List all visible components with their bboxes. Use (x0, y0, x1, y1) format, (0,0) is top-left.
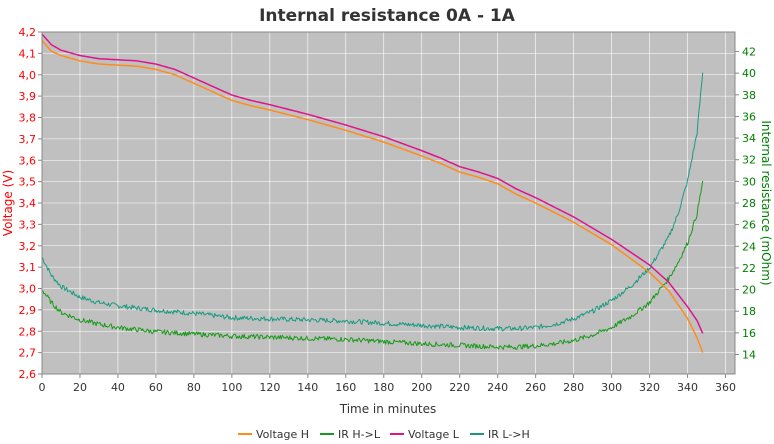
chart-title: Internal resistance 0A - 1A (259, 6, 516, 26)
right-y-tick-label: 16 (742, 327, 756, 340)
right-y-tick-label: 18 (742, 305, 756, 318)
left-y-tick-label: 4,0 (19, 69, 37, 82)
series-line-voltage-h (41, 40, 704, 353)
series-layer (41, 33, 704, 353)
x-axis: 0 20 40 60 80 100 120 140 160 180 200 220 240 260 280 3… (39, 374, 736, 394)
x-tick-label: 40 (111, 381, 125, 394)
legend-entry-voltage-h: Voltage H (256, 428, 309, 441)
left-y-tick-label: 4,2 (19, 26, 37, 39)
left-y-tick-label: 3,7 (19, 133, 37, 146)
left-y-tick-label: 3,9 (19, 90, 37, 103)
legend-entry-ir-h-l: IR H->L (338, 428, 381, 441)
right-y-tick-label: 36 (742, 110, 756, 123)
x-tick-label: 220 (449, 381, 470, 394)
left-y-tick-label: 3,0 (19, 283, 37, 296)
right-y-tick-label: 28 (742, 197, 756, 210)
left-y-tick-label: 2,9 (19, 304, 37, 317)
left-y-tick-label: 4,1 (19, 47, 37, 60)
right-y-tick-label: 40 (742, 67, 756, 80)
right-y-tick-label: 26 (742, 219, 756, 232)
right-y-tick-label: 32 (742, 154, 756, 167)
right-y-tick-label: 20 (742, 284, 756, 297)
right-y-axis: 14 16 18 20 22 24 26 28 30 32 34 36 38 40 42 (735, 45, 756, 362)
left-y-axis: 2,6 2,7 2,8 2,9 3,0 3,1 3,2 3,3 3,4 3,5 3,6 3,7 3,8 3… (19, 26, 42, 381)
right-y-tick-label: 30 (742, 175, 756, 188)
x-tick-label: 200 (411, 381, 432, 394)
x-tick-label: 260 (525, 381, 546, 394)
x-tick-label: 340 (677, 381, 698, 394)
x-tick-label: 140 (297, 381, 318, 394)
left-y-tick-label: 2,7 (19, 347, 37, 360)
right-y-tick-label: 42 (742, 45, 756, 58)
x-tick-label: 60 (149, 381, 163, 394)
x-tick-label: 180 (373, 381, 394, 394)
legend-entry-voltage-l: Voltage L (408, 428, 460, 441)
series-line-ir-l-h (41, 72, 704, 332)
left-y-tick-label: 3,1 (19, 261, 37, 274)
x-tick-label: 0 (39, 381, 46, 394)
x-tick-label: 80 (187, 381, 201, 394)
x-tick-label: 280 (563, 381, 584, 394)
x-tick-label: 360 (715, 381, 736, 394)
x-tick-label: 300 (601, 381, 622, 394)
right-y-tick-label: 34 (742, 132, 756, 145)
series-line-voltage-l (41, 33, 704, 334)
x-axis-label: Time in minutes (339, 402, 437, 416)
right-y-tick-label: 14 (742, 349, 756, 362)
right-y-tick-label: 22 (742, 262, 756, 275)
left-y-tick-label: 2,6 (19, 368, 37, 381)
left-y-tick-label: 3,5 (19, 176, 37, 189)
right-y-tick-label: 24 (742, 240, 756, 253)
legend-entry-ir-l-h: IR L->H (488, 428, 530, 441)
x-tick-label: 100 (221, 381, 242, 394)
left-y-tick-label: 2,8 (19, 325, 37, 338)
left-y-tick-label: 3,8 (19, 112, 37, 125)
right-y-axis-label: Internal resistance (mOhm) (759, 120, 773, 285)
left-y-axis-label: Voltage (V) (1, 170, 15, 236)
legend: Voltage H IR H->L Voltage L IR L->H (238, 428, 530, 441)
series-line-ir-h-l (41, 180, 704, 350)
right-y-tick-label: 38 (742, 89, 756, 102)
left-y-tick-label: 3,6 (19, 154, 37, 167)
x-tick-label: 240 (487, 381, 508, 394)
x-tick-label: 320 (639, 381, 660, 394)
left-y-tick-label: 3,3 (19, 218, 37, 231)
x-tick-label: 160 (335, 381, 356, 394)
left-y-tick-label: 3,2 (19, 240, 37, 253)
x-tick-label: 120 (259, 381, 280, 394)
x-tick-label: 20 (73, 381, 87, 394)
left-y-tick-label: 3,4 (19, 197, 37, 210)
